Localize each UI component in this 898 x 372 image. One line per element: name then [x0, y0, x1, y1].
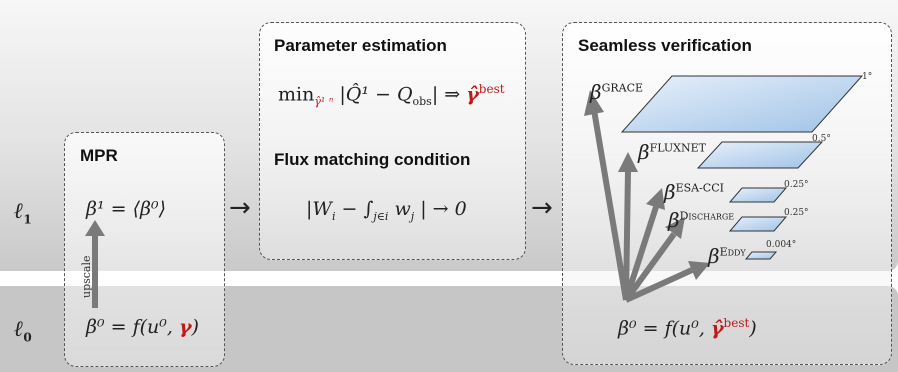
flux-matching-title: Flux matching condition	[274, 150, 471, 169]
mpr-beta1-equation: β¹ = ⟨β⁰⟩	[86, 198, 167, 220]
grace-layer	[620, 75, 864, 133]
beta-fluxnet-label: βFLUXNET	[638, 140, 706, 164]
grace-resolution: 1°	[862, 72, 873, 82]
esacci-resolution: 0.25°	[784, 180, 809, 190]
fluxnet-resolution: 0.5°	[812, 134, 831, 144]
beta-grace-label: βGRACE	[590, 80, 644, 104]
flow-arrow-param-to-verif: →	[531, 193, 553, 223]
eddy-layer	[744, 251, 778, 260]
beta-discharge-label: βDischarge	[668, 208, 735, 232]
parameter-estimation-title: Parameter estimation	[274, 36, 447, 55]
objective-function: minγ̂¹ ⁿ |Q̂¹ − Qobs| ⇒ γ̂best	[278, 82, 505, 109]
verification-arrows	[584, 90, 710, 303]
verification-beta0-equation: β⁰ = f(u⁰, γ̂best)	[618, 316, 757, 340]
level-0-label: ℓ0	[14, 316, 32, 345]
mpr-title: MPR	[80, 146, 118, 165]
mpr-panel	[64, 132, 225, 367]
seamless-verification-title: Seamless verification	[578, 36, 752, 55]
eddy-resolution: 0.004°	[766, 240, 797, 250]
flow-arrow-mpr-to-param: →	[229, 193, 251, 223]
fluxnet-layer	[696, 141, 824, 169]
mpr-beta0-equation: β⁰ = f(u⁰, γ)	[86, 316, 199, 338]
beta-eddy-label: βEddy	[708, 244, 746, 268]
esacci-layer	[728, 187, 788, 203]
level-1-label: ℓ1	[14, 198, 32, 227]
discharge-resolution: 0.25°	[784, 208, 809, 218]
parameter-estimation-panel	[259, 22, 526, 260]
flux-matching-expression: |Wi − ∫j∈i wj | → 0	[306, 198, 467, 223]
upscale-arrowhead	[85, 220, 105, 236]
discharge-layer	[728, 216, 788, 232]
beta-esacci-label: βESA-CCI	[664, 180, 724, 204]
